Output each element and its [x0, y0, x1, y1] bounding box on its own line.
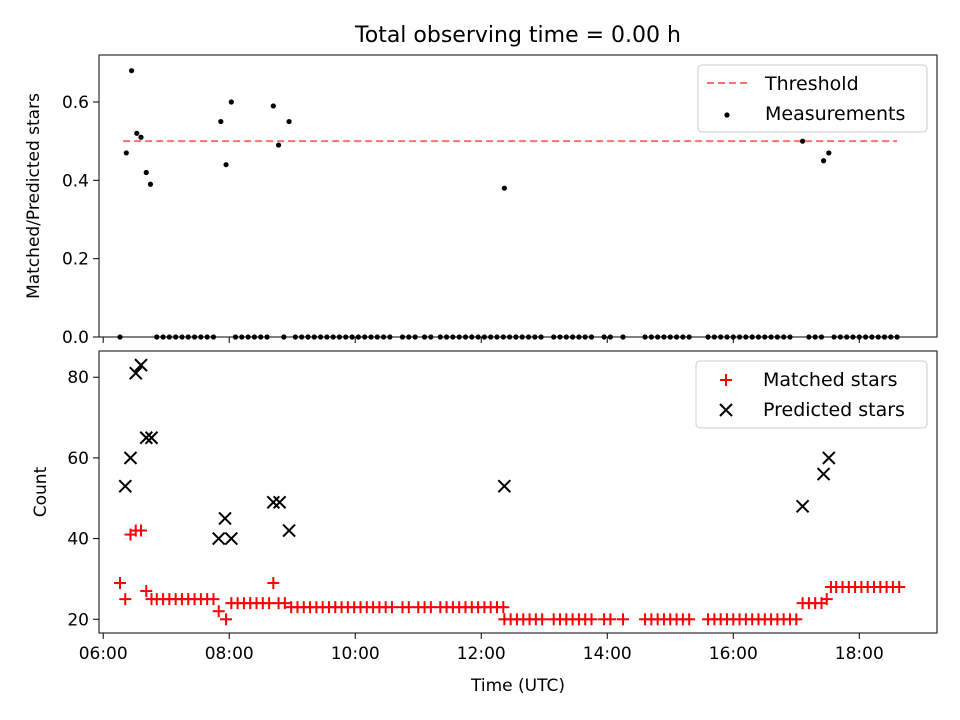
bottom-legend: Matched stars Predicted stars: [695, 360, 928, 429]
matched-star-point: [820, 593, 833, 606]
top-axes-frame: [98, 54, 938, 338]
predicted-star-point: [224, 531, 239, 546]
matched-star-point: [135, 524, 148, 537]
predicted-star-point: [266, 495, 281, 509]
matched-star-point: [617, 613, 630, 626]
top-legend: Threshold Measurements: [697, 64, 928, 133]
matched-star-point: [893, 581, 906, 594]
measurement-point: [826, 150, 832, 156]
top-x-ticks: [102, 337, 860, 343]
measurement-point: [134, 130, 140, 136]
x-tick-label: 16:00: [709, 644, 758, 664]
x-axis-label: Time (UTC): [470, 676, 565, 696]
measurement-point: [270, 103, 276, 109]
matched-star-point: [497, 601, 510, 614]
measurement-point: [820, 158, 827, 164]
matched-star-point: [278, 597, 291, 610]
predicted-star-point: [118, 479, 132, 493]
predicted-star-point: [212, 531, 226, 546]
legend-measurements-label: Measurements: [765, 103, 905, 125]
predicted-star-point: [123, 451, 138, 465]
predicted-star-point: [795, 499, 810, 514]
x-tick-label: 12:00: [457, 644, 506, 664]
measurement-point: [501, 185, 507, 191]
measurement-point: [799, 138, 806, 144]
matched-star-point: [119, 593, 132, 606]
top-y-tick-label: 0.4: [62, 171, 89, 191]
legend-matched-swatch: [720, 374, 732, 386]
x-tick-label: 18:00: [835, 644, 884, 664]
top-y-tick-label: 0.0: [62, 328, 89, 348]
predicted-star-point: [272, 495, 287, 509]
x-tick-label: 14:00: [583, 644, 632, 664]
measurement-point: [218, 118, 224, 125]
measurement-point: [286, 118, 292, 125]
predicted-star-point: [822, 451, 836, 465]
matched-star-point: [385, 601, 398, 614]
matched-star-point: [114, 576, 127, 589]
x-tick-label: 10:00: [331, 644, 380, 664]
bottom-panel: 20 40 60 80 06:00 08:00 10:00 12:00 14:00 16:00 1…: [31, 350, 938, 696]
matched-star-point: [140, 585, 153, 598]
matched-star-point: [207, 593, 220, 606]
measurement-point: [128, 68, 135, 74]
legend-threshold-label: Threshold: [764, 73, 859, 95]
bottom-y-axis-label: Count: [31, 466, 51, 517]
legend-measurements-swatch: [724, 112, 730, 118]
matched-star-point: [536, 613, 549, 626]
top-legend-box: [697, 64, 928, 133]
top-y-ticks: 0.0 0.2 0.4 0.6: [62, 93, 99, 348]
x-tick-label: 08:00: [205, 644, 254, 664]
figure-title: Total observing time = 0.00 h: [354, 23, 681, 48]
bottom-y-ticks: 20 40 60 80: [67, 368, 99, 630]
predicted-star-point: [282, 523, 296, 538]
measurement-point: [138, 134, 144, 140]
measurement-point: [123, 150, 129, 156]
bottom-axes-frame: [98, 350, 938, 634]
bottom-y-tick-label: 20: [67, 610, 89, 630]
top-plot-area: [117, 68, 900, 340]
matched-star-point: [212, 605, 225, 618]
x-tick-label: 06:00: [79, 644, 128, 664]
matched-star-point: [585, 613, 598, 626]
bottom-plot-area: [114, 358, 906, 626]
bottom-y-tick-label: 60: [67, 449, 89, 469]
predicted-star-point: [129, 366, 143, 380]
legend-predicted-swatch: [719, 403, 733, 417]
top-y-tick-label: 0.2: [62, 250, 89, 270]
measurement-point: [143, 169, 149, 176]
measurement-point: [147, 181, 154, 187]
matched-star-point: [267, 576, 280, 589]
top-panel: 0.0 0.2 0.4 0.6 Matched/Predicted stars Thr…: [24, 54, 938, 348]
predicted-star-point: [218, 511, 232, 526]
matched-star-point: [220, 613, 233, 626]
matched-star-point: [683, 613, 696, 626]
measurement-point: [228, 99, 234, 105]
bottom-x-ticks: 06:00 08:00 10:00 12:00 14:00 16:00 18:00: [79, 633, 884, 664]
matched-star-point: [604, 613, 617, 626]
bottom-legend-box: [695, 360, 928, 429]
legend-predicted-label: Predicted stars: [763, 399, 905, 421]
legend-matched-label: Matched stars: [763, 369, 897, 391]
predicted-star-point: [816, 467, 831, 481]
measurement-point: [275, 142, 282, 148]
matched-star-point: [790, 613, 803, 626]
predicted-star-point: [139, 431, 153, 445]
predicted-star-point: [144, 431, 159, 445]
top-y-tick-label: 0.6: [62, 93, 89, 113]
bottom-y-tick-label: 40: [67, 530, 89, 550]
bottom-y-tick-label: 80: [67, 368, 89, 388]
top-y-axis-label: Matched/Predicted stars: [24, 93, 44, 299]
measurement-point: [223, 162, 229, 168]
predicted-star-point: [497, 479, 512, 493]
predicted-star-point: [134, 358, 148, 372]
